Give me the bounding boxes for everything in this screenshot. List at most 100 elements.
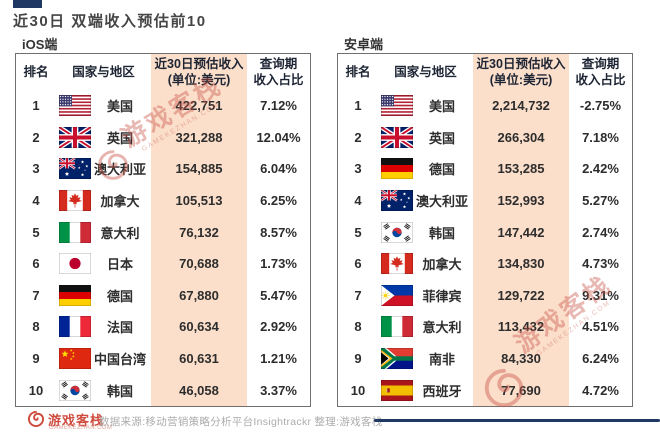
col-header-revenue-line1: 近30日预估收入 bbox=[476, 56, 566, 71]
share-cell: 6.24% bbox=[582, 351, 619, 367]
rank-cell: 5 bbox=[354, 224, 362, 240]
revenue-table: 排名 国家与地区 近30日预估收入 (单位:美元) 查询期 收入占比 1 美国 … bbox=[337, 53, 633, 407]
jp-flag-icon bbox=[59, 253, 91, 275]
revenue-cell: 60,634 bbox=[151, 311, 247, 343]
col-header-share-line2: 收入占比 bbox=[253, 73, 304, 87]
table-row: 3 澳大利亚 154,885 6.04% bbox=[16, 153, 310, 185]
revenue-cell: 266,304 bbox=[473, 121, 569, 154]
revenue-cell: 113,432 bbox=[473, 311, 569, 343]
country-name: 英国 bbox=[428, 130, 455, 146]
revenue-cell: 152,993 bbox=[473, 184, 569, 217]
kr-flag-icon bbox=[59, 379, 91, 401]
de-flag-icon bbox=[381, 158, 413, 180]
share-cell: 2.42% bbox=[582, 161, 619, 177]
footer: 游戏客栈 GAMEKEZHAN.COM 数据来源:移动营销策略分析平台Insig… bbox=[0, 407, 660, 436]
country-cell: 加拿大 bbox=[378, 248, 473, 280]
table-row: 8 意大利 113,432 4.51% bbox=[338, 311, 632, 343]
share-cell: -2.75% bbox=[579, 98, 622, 114]
country-name: 英国 bbox=[106, 130, 133, 146]
table-row: 4 加拿大 105,513 6.25% bbox=[16, 184, 310, 217]
table-row: 8 法国 60,634 2.92% bbox=[16, 311, 310, 343]
au-flag-icon bbox=[381, 190, 413, 212]
fr-flag-icon bbox=[59, 316, 91, 338]
col-header-share: 查询期 收入占比 bbox=[569, 54, 632, 90]
share-cell: 1.21% bbox=[260, 351, 297, 367]
rank-cell: 4 bbox=[32, 193, 40, 209]
country-cell: 英国 bbox=[56, 122, 151, 154]
title-accent-bar bbox=[13, 0, 42, 8]
revenue-cell: 2,214,732 bbox=[473, 90, 569, 122]
revenue-cell: 321,288 bbox=[151, 121, 247, 154]
col-header-revenue-line2: (单位:美元) bbox=[489, 73, 553, 87]
rank-cell: 7 bbox=[32, 287, 40, 303]
col-header-rank: 排名 bbox=[23, 64, 49, 79]
col-header-share: 查询期 收入占比 bbox=[247, 54, 310, 90]
col-header-share-line2: 收入占比 bbox=[575, 73, 626, 87]
revenue-cell: 129,722 bbox=[473, 279, 569, 312]
country-cell: 韩国 bbox=[378, 216, 473, 248]
rank-cell: 3 bbox=[354, 161, 362, 177]
us-flag-icon bbox=[59, 95, 91, 117]
kr-flag-icon bbox=[381, 221, 413, 243]
share-cell: 5.27% bbox=[582, 193, 619, 209]
revenue-cell: 134,830 bbox=[473, 247, 569, 280]
gb-flag-icon bbox=[59, 126, 91, 148]
rank-cell: 2 bbox=[354, 129, 362, 145]
country-cell: 英国 bbox=[378, 122, 473, 154]
gb-flag-icon bbox=[381, 126, 413, 148]
country-cell: 韩国 bbox=[56, 374, 151, 406]
country-cell: 意大利 bbox=[56, 216, 151, 248]
ph-flag-icon bbox=[381, 284, 413, 306]
rank-cell: 8 bbox=[32, 319, 40, 335]
rank-cell: 1 bbox=[32, 98, 40, 114]
country-cell: 澳大利亚 bbox=[56, 153, 151, 185]
rank-cell: 9 bbox=[354, 351, 362, 367]
rank-cell: 5 bbox=[32, 224, 40, 240]
revenue-cell: 76,132 bbox=[151, 216, 247, 248]
gamekezhan-logo-icon bbox=[28, 410, 45, 427]
col-header-share-line1: 查询期 bbox=[259, 56, 298, 71]
revenue-cell: 67,880 bbox=[151, 279, 247, 312]
revenue-cell: 105,513 bbox=[151, 184, 247, 217]
table-row: 7 德国 67,880 5.47% bbox=[16, 279, 310, 312]
share-cell: 2.74% bbox=[582, 224, 619, 240]
col-header-share-line1: 查询期 bbox=[581, 56, 620, 71]
share-cell: 2.92% bbox=[260, 319, 297, 335]
country-name: 意大利 bbox=[422, 320, 462, 336]
rank-cell: 2 bbox=[32, 129, 40, 145]
country-name: 法国 bbox=[106, 320, 133, 336]
country-name: 德国 bbox=[106, 288, 133, 304]
table-row: 1 美国 422,751 7.12% bbox=[16, 90, 310, 122]
share-cell: 8.57% bbox=[260, 224, 297, 240]
country-name: 美国 bbox=[428, 99, 455, 115]
rank-cell: 1 bbox=[354, 98, 362, 114]
col-header-country: 国家与地区 bbox=[394, 64, 457, 79]
table-row: 10 韩国 46,058 3.37% bbox=[16, 374, 310, 406]
col-header-rank: 排名 bbox=[345, 64, 371, 79]
country-cell: 加拿大 bbox=[56, 185, 151, 217]
table-header-row: 排名 国家与地区 近30日预估收入 (单位:美元) 查询期 收入占比 bbox=[338, 54, 632, 90]
table-row: 1 美国 2,214,732 -2.75% bbox=[338, 90, 632, 122]
country-name: 澳大利亚 bbox=[93, 162, 146, 178]
rank-cell: 4 bbox=[354, 193, 362, 209]
au-flag-icon bbox=[59, 158, 91, 180]
table-row: 2 英国 321,288 12.04% bbox=[16, 121, 310, 154]
cn-flag-icon bbox=[59, 348, 91, 370]
revenue-table: 排名 国家与地区 近30日预估收入 (单位:美元) 查询期 收入占比 1 美国 … bbox=[15, 53, 311, 407]
table-body: 1 美国 422,751 7.12% 2 英国 321,288 12.04% 3… bbox=[16, 90, 310, 406]
share-cell: 4.51% bbox=[582, 319, 619, 335]
col-header-revenue-line2: (单位:美元) bbox=[167, 73, 231, 87]
es-flag-icon bbox=[381, 379, 413, 401]
platform-label: 安卓端 bbox=[344, 37, 384, 52]
rank-cell: 3 bbox=[32, 161, 40, 177]
table-row: 7 菲律宾 129,722 9.31% bbox=[338, 279, 632, 312]
rank-cell: 10 bbox=[28, 382, 44, 398]
it-flag-icon bbox=[59, 221, 91, 243]
za-flag-icon bbox=[381, 348, 413, 370]
country-name: 日本 bbox=[106, 257, 133, 273]
table-row: 5 意大利 76,132 8.57% bbox=[16, 216, 310, 248]
col-header-revenue-line1: 近30日预估收入 bbox=[154, 56, 244, 71]
revenue-cell: 84,330 bbox=[473, 342, 569, 375]
country-name: 中国台湾 bbox=[93, 352, 146, 368]
